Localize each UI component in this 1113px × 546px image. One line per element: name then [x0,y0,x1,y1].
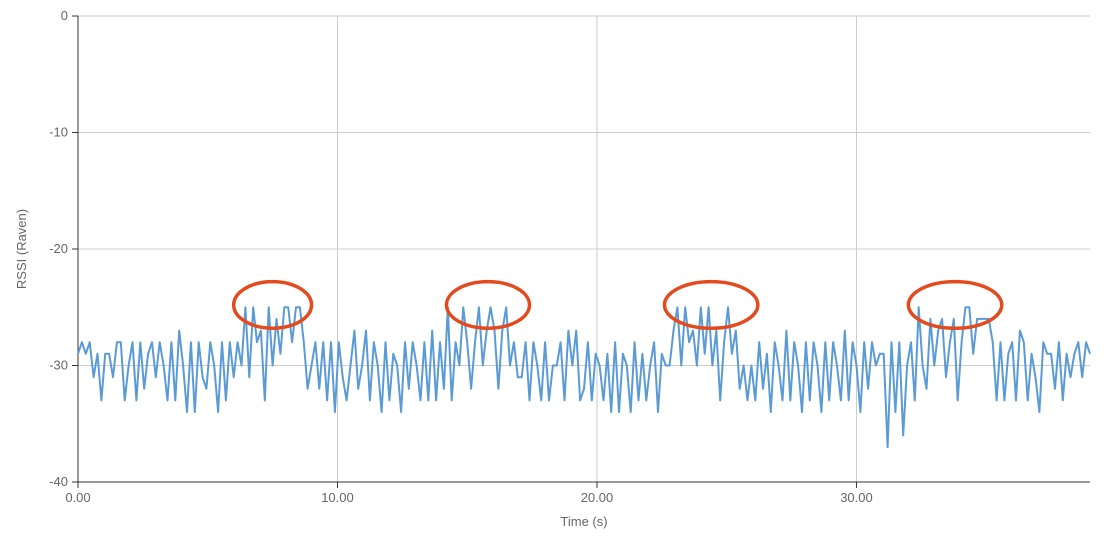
x-axis-label: Time (s) [560,514,607,529]
y-tick-label: -20 [49,241,68,256]
y-tick-label: -30 [49,358,68,373]
x-tick-label: 0.00 [65,490,90,505]
axis-ticks: -40 -30 -20 -10 0 0.00 10.00 20.00 30.00 [49,8,873,505]
highlight-ellipses [234,282,1002,329]
chart-svg: -40 -30 -20 -10 0 0.00 10.00 20.00 30.00 Time (s… [0,0,1113,546]
y-tick-label: -10 [49,125,68,140]
y-tick-label: -40 [49,474,68,489]
x-tick-label: 20.00 [581,490,614,505]
x-tick-label: 10.00 [321,490,354,505]
rssi-time-chart: -40 -30 -20 -10 0 0.00 10.00 20.00 30.00 Time (s… [0,0,1113,546]
y-axis-label: RSSI (Raven) [14,209,29,289]
grid-lines [78,16,1090,482]
x-tick-label: 30.00 [840,490,873,505]
y-tick-label: 0 [61,8,68,23]
